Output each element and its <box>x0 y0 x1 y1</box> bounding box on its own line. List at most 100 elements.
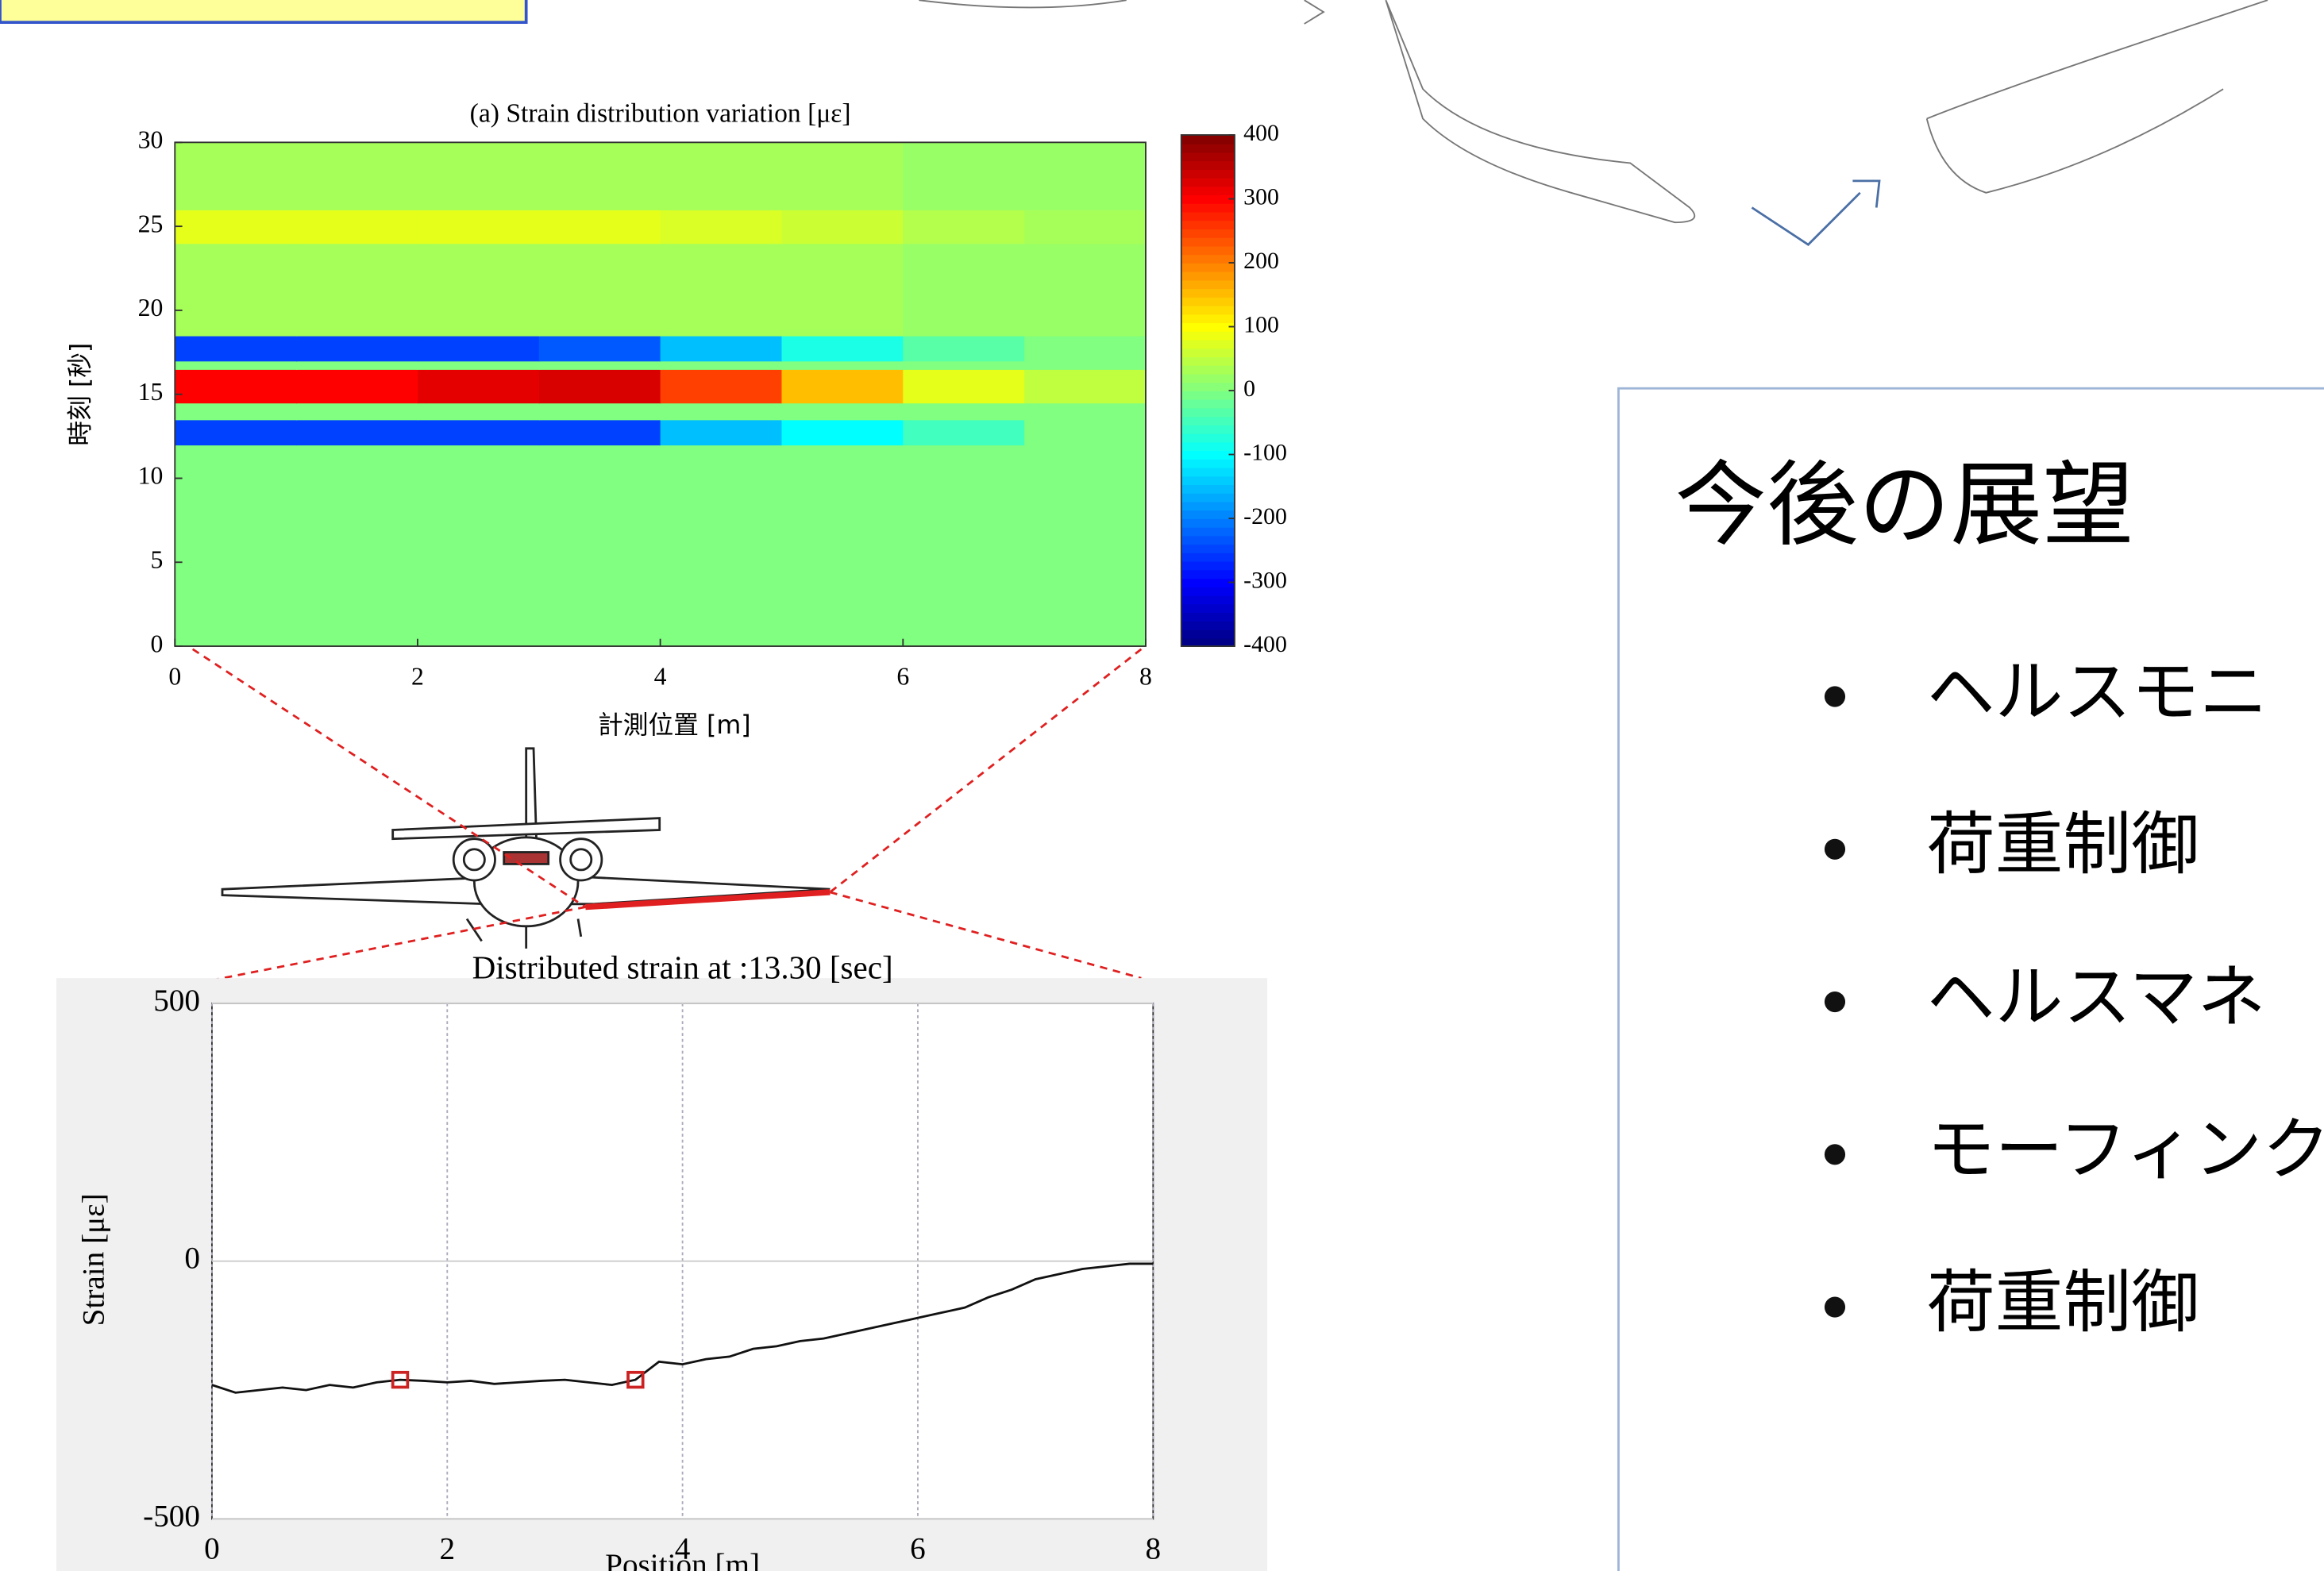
heat-cell <box>1024 336 1147 362</box>
colorbar-segment <box>1181 535 1235 545</box>
colorbar-segment <box>1181 322 1235 332</box>
colorbar-segment <box>1181 510 1235 519</box>
x-tick-label: 8 <box>1139 662 1152 690</box>
colorbar-segment <box>1181 595 1235 605</box>
heat-cell <box>296 419 418 445</box>
colorbar-segment <box>1181 220 1235 229</box>
y-axis-label: 時刻 [秒] <box>67 343 95 446</box>
heat-cell <box>418 210 540 244</box>
bullet-dot <box>1825 839 1845 860</box>
heat-cell <box>903 369 1025 403</box>
heat-cell <box>296 402 418 420</box>
colorbar-segment <box>1181 314 1235 323</box>
colorbar-segment <box>1181 169 1235 179</box>
colorbar-segment <box>1181 331 1235 341</box>
heat-cell <box>418 419 540 445</box>
heat-cell <box>175 210 297 244</box>
colorbar-segment <box>1181 484 1235 494</box>
heat-cell <box>903 445 1025 647</box>
colorbar-segment <box>1181 144 1235 153</box>
colorbar-tick-label: -100 <box>1243 439 1287 465</box>
heat-cell <box>903 360 1025 370</box>
colorbar-segment <box>1181 441 1235 451</box>
heat-cell <box>1024 369 1147 403</box>
colorbar-segment <box>1181 391 1235 400</box>
bullet-dot <box>1825 992 1845 1012</box>
heat-cell <box>418 402 540 420</box>
heat-cell <box>661 402 783 420</box>
colorbar-tick-label: 0 <box>1243 375 1255 402</box>
bullet-text: ヘルスマネ <box>1927 957 2266 1037</box>
y-axis-label: Strain [με] <box>76 1193 110 1326</box>
heat-cell <box>296 243 418 336</box>
colorbar-segment <box>1181 365 1235 375</box>
heat-cell <box>1024 360 1147 370</box>
heat-cell <box>903 419 1025 445</box>
colorbar-segment <box>1181 254 1235 264</box>
x-tick-label: 2 <box>439 1532 455 1566</box>
heat-cell <box>418 369 540 403</box>
heat-cell <box>903 243 1025 336</box>
colorbar-segment <box>1181 229 1235 238</box>
colorbar-segment <box>1181 561 1235 571</box>
colorbar-segment <box>1181 433 1235 443</box>
colorbar-segment <box>1181 502 1235 511</box>
heat-cell <box>539 419 661 445</box>
colorbar-segment <box>1181 587 1235 596</box>
colorbar-segment <box>1181 212 1235 221</box>
heat-cell <box>175 243 297 336</box>
heat-cell <box>661 243 783 336</box>
colorbar-segment <box>1181 152 1235 161</box>
heat-cell <box>661 369 783 403</box>
heat-cell <box>539 360 661 370</box>
colorbar-segment <box>1181 374 1235 383</box>
colorbar-segment <box>1181 194 1235 204</box>
heat-cell <box>418 445 540 647</box>
bullet-dot <box>1825 686 1845 707</box>
bullet-text: ヘルスモニ <box>1927 653 2268 732</box>
bullet-text: 荷重制御 <box>1927 805 2199 884</box>
colorbar-segment <box>1181 493 1235 502</box>
colorbar-tick-label: 200 <box>1243 248 1279 274</box>
x-axis-label: 計測位置 [m] <box>598 711 751 740</box>
colorbar-segment <box>1181 450 1235 460</box>
colorbar-segment <box>1181 306 1235 315</box>
x-axis-label: Position [m] <box>605 1548 760 1571</box>
colorbar-segment <box>1181 527 1235 537</box>
heat-cell <box>296 210 418 244</box>
heat-cell <box>539 402 661 420</box>
colorbar-tick-label: -400 <box>1243 631 1287 657</box>
heat-cell <box>418 336 540 362</box>
colorbar-segment <box>1181 407 1235 417</box>
heat-cell <box>1024 419 1147 445</box>
y-tick-label: -500 <box>143 1500 200 1534</box>
colorbar-tick-label: 300 <box>1243 183 1279 210</box>
heat-cell <box>175 336 297 362</box>
x-tick-label: 8 <box>1146 1532 1162 1566</box>
heat-cell <box>175 369 297 403</box>
heat-cell <box>539 445 661 647</box>
heat-cell <box>781 210 904 244</box>
heat-cell <box>781 445 904 647</box>
colorbar-segment <box>1181 288 1235 298</box>
heat-cell <box>903 402 1025 420</box>
label-box <box>0 0 526 22</box>
x-tick-label: 6 <box>910 1532 926 1566</box>
colorbar-segment <box>1181 569 1235 579</box>
y-tick-label: 10 <box>138 462 164 490</box>
y-tick-label: 0 <box>150 630 163 657</box>
heat-cell <box>296 445 418 647</box>
heat-cell <box>418 243 540 336</box>
colorbar-segment <box>1181 297 1235 306</box>
colorbar-segment <box>1181 382 1235 391</box>
heat-cell <box>661 210 783 244</box>
heat-cell <box>175 360 297 370</box>
colorbar-segment <box>1181 399 1235 409</box>
heat-cell <box>661 142 783 210</box>
y-tick-label: 30 <box>138 126 164 154</box>
bullet-dot <box>1825 1144 1845 1165</box>
heat-cell <box>296 336 418 362</box>
chart-title: Distributed strain at :13.30 [sec] <box>472 949 893 985</box>
heat-cell <box>539 243 661 336</box>
colorbar-tick-label: -300 <box>1243 567 1287 593</box>
